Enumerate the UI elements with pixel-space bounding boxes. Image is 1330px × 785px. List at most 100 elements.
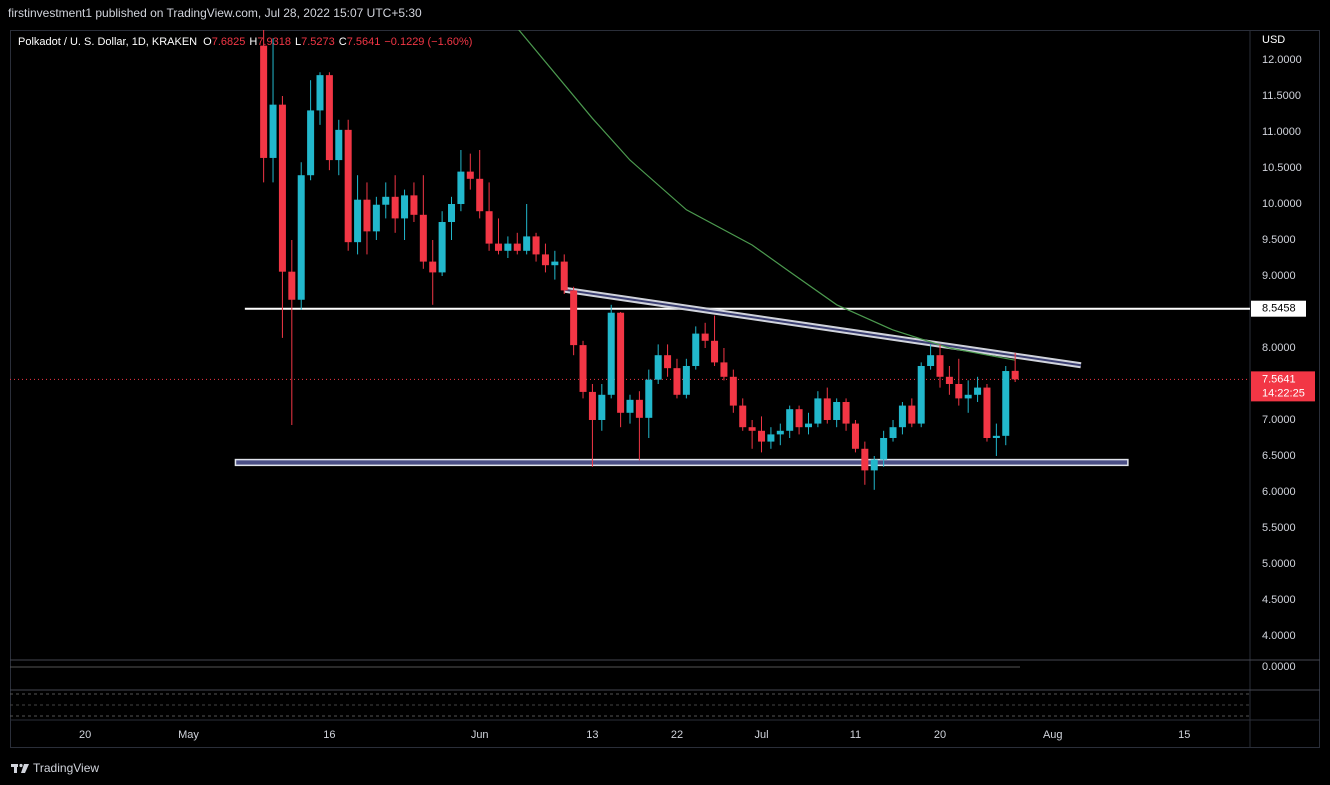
candle-body xyxy=(823,398,831,420)
candle-body xyxy=(476,178,484,212)
y-tick-label: 6.0000 xyxy=(1262,486,1296,498)
candle-body xyxy=(278,104,286,272)
candle-body xyxy=(560,261,568,291)
candle-body xyxy=(908,405,916,424)
candle-body xyxy=(429,261,437,273)
candle-body xyxy=(551,261,559,266)
candle-body xyxy=(776,430,784,435)
candle-body xyxy=(485,211,493,244)
ohlc-key: H xyxy=(249,36,257,48)
plot xyxy=(10,30,1250,490)
candle-body xyxy=(532,236,540,255)
ohlc-value: 7.5641 xyxy=(347,36,381,48)
candle-body xyxy=(410,195,418,215)
candle-body xyxy=(983,387,991,438)
candle-body xyxy=(870,459,878,471)
title: Polkadot / U. S. Dollar, 1D, KRAKEN xyxy=(18,36,197,48)
candle-body xyxy=(645,379,653,418)
x-tick-label: 20 xyxy=(934,729,946,741)
countdown: 14:22:25 xyxy=(1262,387,1305,399)
candle-body xyxy=(541,254,549,266)
candle-body xyxy=(974,387,982,395)
candle-body xyxy=(335,129,343,161)
ohlc-key: O xyxy=(203,36,212,48)
candle-body xyxy=(814,398,822,424)
ohlc-value: 7.6825 xyxy=(212,36,246,48)
y-tick-label: 4.5000 xyxy=(1262,594,1296,606)
candle-body xyxy=(316,75,324,111)
y-tick-label: 7.0000 xyxy=(1262,414,1296,426)
x-tick-label: May xyxy=(178,729,199,741)
candle-body xyxy=(955,383,963,399)
y-tick-label: 9.5000 xyxy=(1262,234,1296,246)
candle-body xyxy=(673,368,681,395)
x-tick-label: Jul xyxy=(754,729,768,741)
x-tick-label: 15 xyxy=(1178,729,1190,741)
candle-body xyxy=(786,409,794,431)
candle-body xyxy=(635,399,643,418)
candle-body xyxy=(513,243,521,251)
candle-body xyxy=(607,312,615,395)
candle-body xyxy=(354,199,362,243)
candle-body xyxy=(457,171,465,205)
ohlc-value: 7.5273 xyxy=(301,36,335,48)
candle-body xyxy=(767,434,775,442)
x-tick-label: 11 xyxy=(850,729,861,741)
candle-body xyxy=(692,333,700,366)
candle-body xyxy=(401,195,409,219)
chart-title: Polkadot / U. S. Dollar, 1D, KRAKEN O7.68… xyxy=(18,36,472,48)
candle-body xyxy=(288,271,296,300)
moving-average xyxy=(518,30,1016,361)
logo-part xyxy=(19,763,23,768)
x-tick-label: 16 xyxy=(323,729,335,741)
x-tick-label: 22 xyxy=(671,729,683,741)
candle-body xyxy=(795,409,803,428)
candle-body xyxy=(325,75,333,161)
candle-body xyxy=(579,345,587,392)
y-tick-label: 9.0000 xyxy=(1262,270,1296,282)
ohlc-key: L xyxy=(295,36,301,48)
candle-body xyxy=(664,355,672,369)
candle-body xyxy=(964,394,972,399)
header: firstinvestment1 published on TradingVie… xyxy=(8,6,422,20)
last-price-label: 7.5641 xyxy=(1262,373,1296,385)
candle-body xyxy=(617,312,625,413)
logo-part xyxy=(14,764,17,773)
candle-body xyxy=(748,427,756,431)
candle-body xyxy=(1011,370,1019,380)
candle-body xyxy=(598,394,606,420)
candle-body xyxy=(344,129,352,243)
candle-body xyxy=(889,427,897,438)
candle-body xyxy=(494,243,502,251)
candle-body xyxy=(898,405,906,428)
candle-body xyxy=(861,448,869,471)
x-tick-label: 20 xyxy=(79,729,91,741)
candle-body xyxy=(504,243,512,251)
candle-body xyxy=(588,391,596,420)
candle-body xyxy=(626,399,634,413)
candle-body xyxy=(1002,371,1010,436)
candle-body xyxy=(729,376,737,406)
candle-body xyxy=(804,423,812,428)
candle-body xyxy=(448,204,456,223)
y-tick-label: 5.0000 xyxy=(1262,558,1296,570)
change: −0.1229 (−1.60%) xyxy=(384,36,472,48)
y-tick-label: 6.5000 xyxy=(1262,450,1296,462)
candle-body xyxy=(570,290,578,346)
x-tick-label: Jun xyxy=(471,729,489,741)
footer: TradingView xyxy=(33,761,99,775)
indicator-zero-label: 0.0000 xyxy=(1262,661,1296,673)
candle-body xyxy=(682,365,690,395)
candle-body xyxy=(936,355,944,377)
candle-body xyxy=(720,362,728,377)
logo-part xyxy=(21,764,29,773)
resistance-label: 8.5458 xyxy=(1262,303,1296,315)
ohlc-value: 7.9318 xyxy=(257,36,291,48)
x-tick-label: 13 xyxy=(586,729,598,741)
last-price-box xyxy=(1251,371,1315,402)
logo xyxy=(11,763,29,773)
candle-body xyxy=(917,365,925,424)
candle-body xyxy=(466,171,474,179)
